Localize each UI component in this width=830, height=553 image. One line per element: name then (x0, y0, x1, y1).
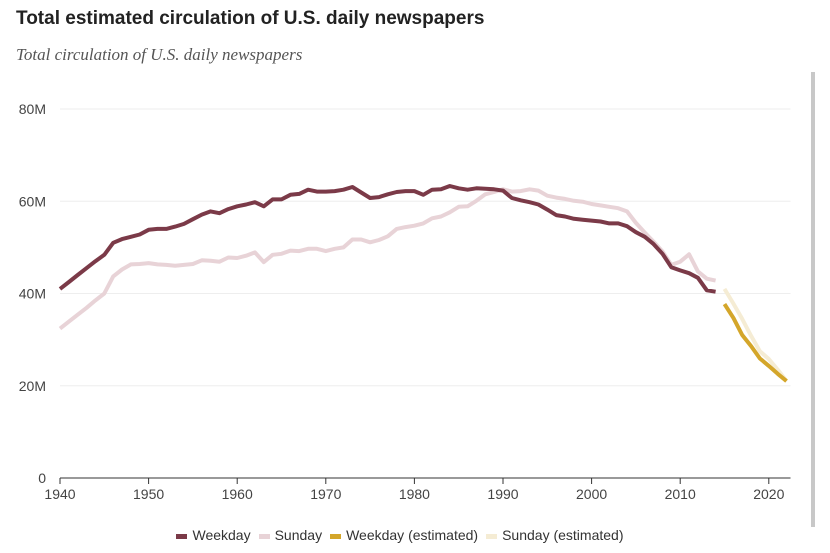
series-line-weekday (58, 184, 716, 294)
y-tick-label: 60M (19, 193, 46, 209)
x-tick-label: 2000 (576, 486, 607, 502)
legend-item: Weekday (176, 527, 251, 543)
scrollbar[interactable] (811, 72, 815, 527)
x-tick-label: 1940 (44, 486, 75, 502)
legend-item: Sunday (estimated) (486, 527, 624, 543)
y-tick-label: 20M (19, 378, 46, 394)
legend-item: Weekday (estimated) (330, 527, 478, 543)
legend-item: Sunday (258, 527, 323, 543)
series-line-sunday (58, 187, 717, 331)
series-line-sunday-estimated (722, 287, 789, 383)
legend-swatch (258, 533, 270, 539)
chart-title: Total estimated circulation of U.S. dail… (16, 8, 485, 29)
legend-label: Sunday (274, 527, 323, 543)
legend-label: Weekday (estimated) (346, 527, 479, 543)
x-tick-label: 2010 (665, 486, 696, 502)
x-tick-label: 1960 (222, 486, 253, 502)
x-tick-label: 1990 (487, 486, 518, 502)
y-tick-label: 80M (19, 101, 46, 117)
chart-subtitle: Total circulation of U.S. daily newspape… (16, 45, 303, 64)
y-tick-label: 40M (19, 286, 46, 302)
x-tick-label: 1950 (133, 486, 164, 502)
x-tick-label: 2020 (753, 486, 784, 502)
legend: Weekday Sunday Weekday (estimated) Sunday (… (0, 527, 800, 543)
legend-swatch (176, 533, 188, 539)
x-tick-label: 1970 (310, 486, 341, 502)
line-chart: 0 20M 40M 60M 80M 1940 1950 1960 1970 1980 1990 200… (19, 101, 791, 502)
series-line-weekday-estimated (722, 303, 788, 383)
legend-label: Weekday (192, 527, 251, 543)
legend-swatch (330, 533, 342, 539)
legend-swatch (486, 533, 498, 539)
y-tick-label: 0 (38, 470, 46, 486)
x-tick-label: 1980 (399, 486, 430, 502)
legend-label: Sunday (estimated) (502, 527, 624, 543)
